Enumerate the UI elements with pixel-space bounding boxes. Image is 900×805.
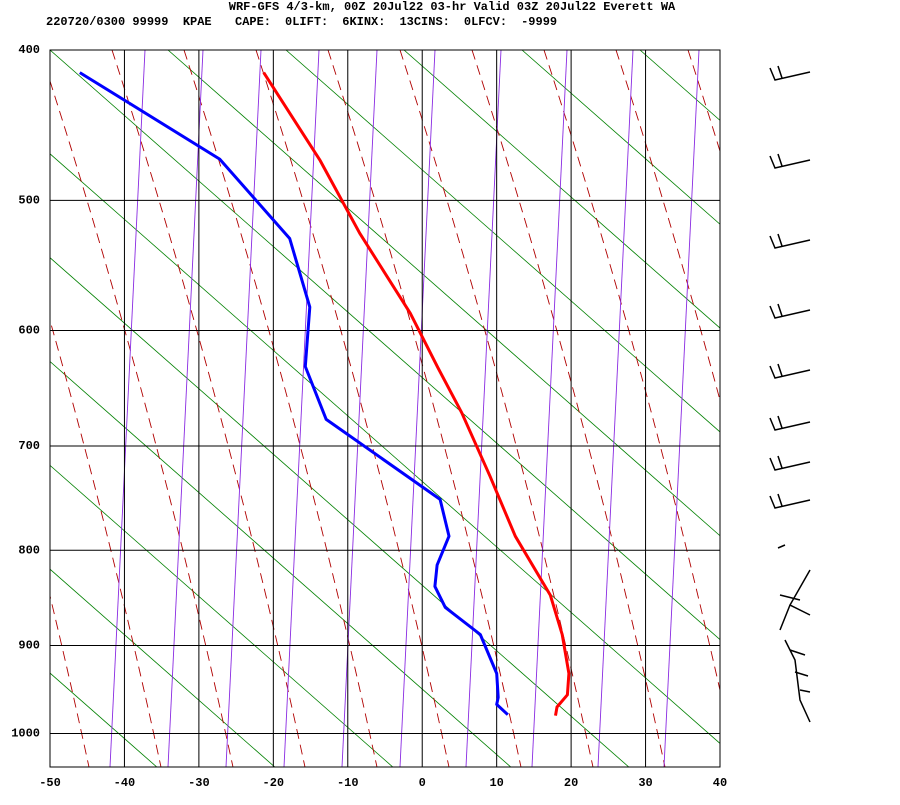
x-tick-label: -10 — [337, 776, 359, 790]
dry-adiabat — [167, 50, 720, 537]
moist-adiabat — [471, 50, 666, 767]
moist-adiabat — [183, 50, 378, 767]
x-tick-label: 20 — [564, 776, 578, 790]
chart-title: WRF-GFS 4/3-km, 00Z 20Jul22 03-hr Valid … — [229, 0, 676, 14]
y-tick-label: 800 — [18, 543, 40, 557]
moist-adiabat — [50, 594, 90, 767]
mixing-ratio — [597, 50, 634, 767]
traces — [79, 71, 571, 716]
mixing-ratio — [399, 50, 436, 767]
index-value: -9999 — [521, 15, 557, 29]
dry-adiabat — [521, 50, 720, 225]
x-tick-label: -50 — [39, 776, 61, 790]
wind-barb — [769, 415, 811, 431]
index-label: CAPE: — [235, 15, 271, 29]
mixing-ratio — [225, 50, 262, 767]
moist-adiabat — [543, 50, 720, 693]
mixing-ratio — [109, 50, 146, 767]
index-label: LFCV: — [471, 15, 507, 29]
wind-barb — [769, 233, 811, 249]
dry-adiabat — [50, 360, 512, 767]
x-tick-label: 40 — [713, 776, 727, 790]
wind-barb — [769, 493, 811, 509]
mixing-ratio — [465, 50, 502, 767]
moist-adiabat — [50, 318, 162, 767]
plot-frame — [49, 49, 721, 768]
moist-adiabat — [399, 50, 594, 767]
y-tick-label: 600 — [18, 324, 40, 338]
x-tick-label: 0 — [419, 776, 426, 790]
x-tick-label: 10 — [489, 776, 503, 790]
dry-adiabat — [50, 568, 276, 767]
y-tick-label: 1000 — [11, 727, 40, 741]
index-value: 13 — [399, 15, 413, 29]
x-tick-label: -40 — [114, 776, 136, 790]
index-value: 6 — [342, 15, 349, 29]
y-tick-label: 900 — [18, 639, 40, 653]
x-tick-label: -20 — [263, 776, 285, 790]
wind-barb — [769, 363, 811, 379]
wind-barb — [769, 455, 811, 471]
indices: CAPE: 0LIFT: 6KINX: 13CINS: 0LFCV: -9999 — [235, 15, 557, 29]
sounding-line — [79, 71, 509, 716]
index-value: 0 — [285, 15, 292, 29]
wind-barbs — [769, 65, 811, 723]
x-tick-label: -30 — [188, 776, 210, 790]
y-tick-label: 700 — [18, 439, 40, 453]
mixing-ratio — [663, 50, 700, 767]
moist-adiabat — [111, 50, 306, 767]
wind-barb — [769, 303, 811, 319]
index-label: KINX: — [349, 15, 385, 29]
y-tick-label: 400 — [18, 43, 40, 57]
mixing-ratio — [531, 50, 568, 767]
dry-adiabat — [50, 257, 630, 767]
station-label: 220720/0300 99999 KPAE — [46, 15, 212, 29]
mixing-ratio — [167, 50, 204, 767]
dry-adiabat — [403, 50, 720, 329]
sounding-line — [262, 71, 571, 716]
wind-barb — [769, 65, 811, 81]
dry-adiabat — [50, 153, 720, 744]
wind-barb — [779, 569, 811, 723]
moist-adiabat — [327, 50, 522, 767]
mixing-ratio — [283, 50, 320, 767]
moist-adiabat — [255, 50, 450, 767]
moist-adiabat — [50, 79, 234, 767]
index-value: 0 — [464, 15, 471, 29]
wind-barb — [769, 153, 811, 169]
wind-barb — [777, 544, 786, 549]
dry-adiabat — [50, 464, 394, 767]
y-tick-label: 500 — [18, 194, 40, 208]
index-label: LIFT: — [292, 15, 328, 29]
index-label: CINS: — [414, 15, 450, 29]
x-tick-label: 30 — [638, 776, 652, 790]
